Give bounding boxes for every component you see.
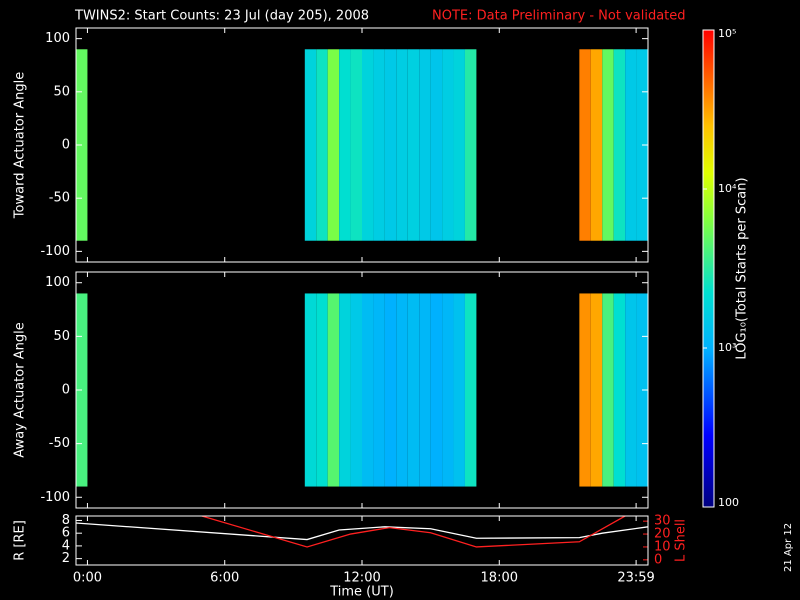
spectrogram-cell <box>430 49 443 241</box>
spectrogram-cell <box>407 49 420 241</box>
y2-axis-label: L Shell <box>674 519 689 562</box>
spectrogram-cell <box>396 293 408 487</box>
spectrogram-cell <box>327 49 340 241</box>
x-tick-label: 12:00 <box>343 571 380 586</box>
spectrogram-cell <box>384 293 397 487</box>
spectrogram-cell <box>396 49 408 241</box>
y-tick-label: 100 <box>45 31 70 46</box>
spectrogram-cell <box>464 293 477 487</box>
spectrogram-cell <box>419 293 431 487</box>
x-tick-label: 0:00 <box>73 571 102 586</box>
y-tick-label: 0 <box>62 138 70 153</box>
spectrogram-cell <box>384 49 397 241</box>
date-stamp: 21 Apr 12 <box>783 523 794 572</box>
spectrogram-cell <box>316 49 328 241</box>
y2-tick-label: 20 <box>654 527 671 542</box>
y-tick-label: 50 <box>53 84 70 99</box>
spectrogram-cell <box>625 293 637 487</box>
spectrogram-cell <box>419 49 431 241</box>
spectrogram-cell <box>442 49 454 241</box>
spectrogram-cell <box>350 293 362 487</box>
colorbar-frame <box>702 29 715 508</box>
x-axis-label: Time (UT) <box>329 585 394 600</box>
spectrogram-cell <box>316 293 328 487</box>
spectrogram-cell <box>407 293 420 487</box>
spectrogram-cell <box>590 293 603 487</box>
spectrogram-cell <box>430 293 443 487</box>
spectrogram-cell <box>453 49 465 241</box>
spectrogram-cell <box>304 49 317 241</box>
y-axis-label: Away Actuator Angle <box>13 322 28 457</box>
spectrogram-cell <box>442 293 454 487</box>
panel: -100 -50 0 50 100 Away Actuator Angle <box>13 271 649 509</box>
spectrogram-cell <box>304 293 317 487</box>
y2-tick-label: 30 <box>654 514 671 529</box>
lines <box>76 516 648 548</box>
y-tick-label: -50 <box>49 436 70 451</box>
y-axis-label: R [RE] <box>13 520 28 561</box>
colorbar-tick-label: 10⁵ <box>718 27 736 40</box>
colorbar-scale <box>703 30 714 507</box>
spectrogram-cell <box>339 293 351 487</box>
data-line <box>201 516 626 548</box>
spectrogram-cell <box>453 293 465 487</box>
y-tick-label: 8 <box>62 513 70 528</box>
x-tick-label: 6:00 <box>210 571 239 586</box>
y-tick-label: 0 <box>62 383 70 398</box>
spectrogram-cell <box>579 49 591 241</box>
y2-tick-label: 10 <box>654 539 671 554</box>
spectrogram-cell <box>613 293 626 487</box>
spectrogram-cell <box>362 293 374 487</box>
y-tick-label: 100 <box>45 275 70 290</box>
y-tick-label: 2 <box>62 551 70 566</box>
y-tick-label: 6 <box>62 526 70 541</box>
spectrogram-cell <box>579 293 591 487</box>
colorbar-label: LOG₁₀(Total Starts per Scan) <box>735 177 750 359</box>
y-tick-label: -100 <box>40 244 70 259</box>
y-tick-label: 50 <box>53 329 70 344</box>
y-tick-label: 4 <box>62 538 70 553</box>
spectrogram-cell <box>373 49 385 241</box>
x-tick-label: 23:59 <box>617 571 654 586</box>
spectrogram-cell <box>339 49 351 241</box>
x-tick-label: 18:00 <box>481 571 518 586</box>
colorbar-tick-label: 100 <box>718 496 739 509</box>
spectrogram-cell <box>362 49 374 241</box>
spectrogram-cell <box>602 49 614 241</box>
spectrogram-cell <box>464 49 477 241</box>
colorbar: 100 10³ 10⁴ 10⁵ LOG₁₀(Total Starts per Scan) <box>702 27 750 509</box>
spectrogram-cell <box>327 293 340 487</box>
spectrogram-cell <box>602 293 614 487</box>
spectrogram-cell <box>350 49 362 241</box>
spectrogram-cell <box>613 49 626 241</box>
panel: -100 -50 0 50 100 Toward Actuator Angle <box>13 27 649 263</box>
y-tick-label: -50 <box>49 191 70 206</box>
chart-title: TWINS2: Start Counts: 23 Jul (day 205), … <box>74 9 369 24</box>
spectrogram-cell <box>373 293 385 487</box>
colorbar-tick-label: 10⁴ <box>718 182 737 195</box>
colorbar-tick-label: 10³ <box>718 341 736 354</box>
note: NOTE: Data Preliminary - Not validated <box>432 9 686 24</box>
y-axis-label: Toward Actuator Angle <box>13 72 28 219</box>
spectrogram-cell <box>625 49 637 241</box>
data-line <box>76 522 648 541</box>
spectrogram-cell <box>590 49 603 241</box>
y2-tick-label: 0 <box>654 552 662 567</box>
y-tick-label: -100 <box>40 490 70 505</box>
